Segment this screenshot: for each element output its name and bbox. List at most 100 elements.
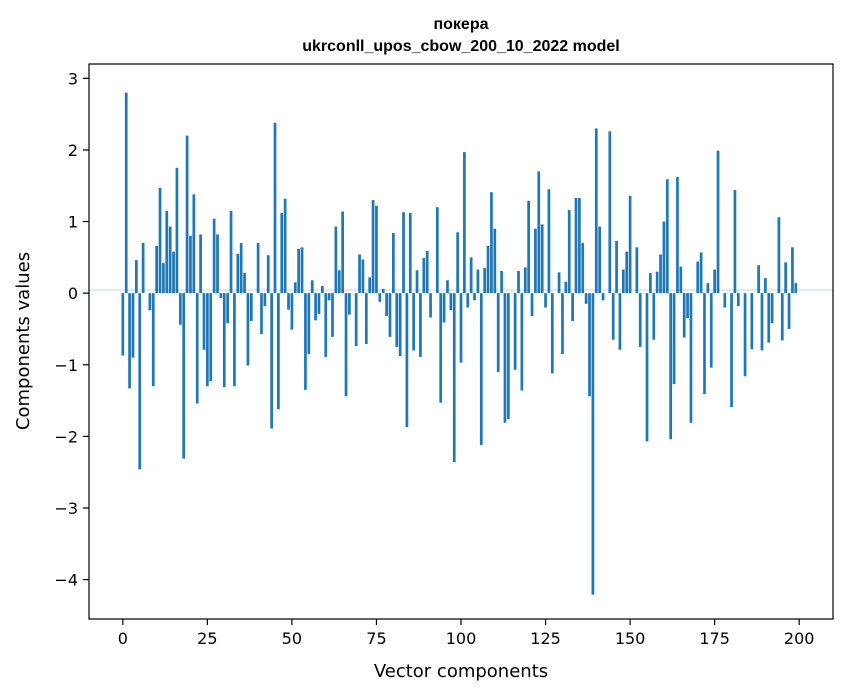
bar-component-109: [490, 192, 493, 294]
bar-component-123: [537, 171, 541, 294]
bar-component-77: [381, 288, 385, 294]
y-axis-ticks: 3 2 1 0 −1 −2 −3 −4: [54, 69, 89, 590]
bar-component-4: [134, 260, 138, 294]
bar-component-129: [557, 272, 561, 294]
bar-component-161: [665, 179, 669, 294]
bar-component-64: [337, 270, 341, 294]
bar-component-83: [402, 212, 405, 294]
bar-component-166: [682, 293, 686, 338]
bar-component-56: [310, 280, 314, 294]
y-tick-label: −2: [54, 427, 78, 446]
bar-component-89: [422, 258, 426, 294]
x-tick-label: 200: [784, 629, 815, 648]
bar-component-126: [547, 189, 551, 294]
bar-component-188: [757, 265, 760, 294]
bar-component-69: [354, 293, 358, 347]
bar-component-152: [635, 247, 639, 294]
bar-component-146: [615, 240, 618, 294]
x-axis-label: Vector components: [374, 661, 548, 682]
bar-component-182: [736, 293, 740, 307]
bar-component-106: [479, 293, 483, 445]
bar-component-131: [564, 281, 568, 294]
bar-component-104: [473, 293, 476, 301]
bar-component-91: [429, 293, 432, 318]
bar-component-113: [503, 293, 507, 423]
bar-component-38: [249, 293, 253, 322]
bar-component-67: [348, 293, 351, 315]
chart-subtitle: ukrconll_upos_cbow_200_10_2022 model: [302, 38, 619, 55]
bar-component-117: [517, 270, 520, 294]
x-axis-ticks: 0 25 50 75 100 125 150 175 200: [118, 619, 815, 648]
bar-component-165: [679, 266, 683, 294]
bar-component-96: [446, 280, 449, 294]
bar-component-28: [216, 234, 219, 294]
bar-component-10: [155, 245, 158, 294]
bar-component-16: [175, 167, 179, 294]
bar-component-181: [733, 190, 737, 294]
bar-component-156: [649, 273, 652, 294]
bar-component-33: [233, 293, 236, 387]
bar-component-18: [182, 293, 186, 459]
bar-component-197: [787, 293, 791, 329]
x-tick-label: 175: [699, 629, 730, 648]
x-tick-label: 25: [197, 629, 217, 648]
bar-component-134: [574, 197, 578, 294]
bar-component-59: [320, 286, 324, 294]
bar-component-162: [669, 293, 673, 440]
bar-component-198: [791, 247, 794, 294]
bar-component-79: [388, 293, 392, 337]
bar-component-160: [662, 221, 666, 294]
bar-component-194: [777, 217, 781, 294]
bar-component-118: [520, 293, 524, 391]
bar-component-57: [314, 293, 317, 321]
bar-component-54: [304, 293, 307, 390]
bar-component-150: [628, 195, 632, 294]
bar-component-82: [398, 293, 402, 357]
bar-component-144: [608, 131, 612, 294]
bar-component-103: [469, 257, 473, 294]
bar-component-171: [699, 252, 703, 294]
bar-component-20: [189, 235, 192, 294]
bar-component-75: [375, 205, 378, 294]
bar-component-37: [246, 293, 250, 366]
bar-component-130: [561, 293, 564, 355]
bar-component-116: [513, 293, 517, 370]
bar-component-53: [300, 247, 304, 294]
bar-component-180: [730, 293, 733, 408]
bar-component-24: [202, 293, 206, 350]
bar-component-93: [435, 207, 439, 294]
bar-component-61: [327, 293, 331, 301]
bar-component-140: [594, 128, 598, 294]
bar-component-3: [131, 293, 135, 358]
bar-component-164: [676, 177, 679, 294]
bar-component-72: [364, 293, 368, 345]
bar-component-98: [452, 293, 456, 463]
bar-component-158: [655, 271, 659, 294]
bar-component-149: [625, 251, 629, 294]
bar-component-125: [544, 293, 547, 308]
bar-component-65: [341, 211, 344, 294]
bar-component-176: [716, 150, 720, 294]
bar-component-84: [405, 293, 409, 428]
bar-component-112: [500, 270, 503, 294]
bar-component-141: [598, 226, 602, 294]
x-tick-label: 150: [615, 629, 646, 648]
bar-component-120: [527, 200, 530, 294]
bar-component-114: [506, 293, 510, 420]
y-axis-label: Components values: [13, 252, 34, 430]
bar-component-127: [550, 293, 554, 374]
bar-component-46: [277, 293, 280, 410]
bar-component-48: [283, 198, 287, 294]
bar-component-199: [794, 283, 798, 294]
bar-component-13: [165, 210, 169, 294]
bar-component-71: [361, 259, 365, 294]
bar-component-29: [219, 293, 223, 299]
bar-component-170: [696, 261, 700, 294]
bar-component-145: [611, 293, 615, 340]
bar-component-122: [534, 228, 537, 294]
bar-component-192: [770, 293, 774, 324]
bar-component-44: [270, 293, 273, 429]
bar-component-87: [415, 270, 419, 294]
bar-component-88: [419, 293, 422, 357]
